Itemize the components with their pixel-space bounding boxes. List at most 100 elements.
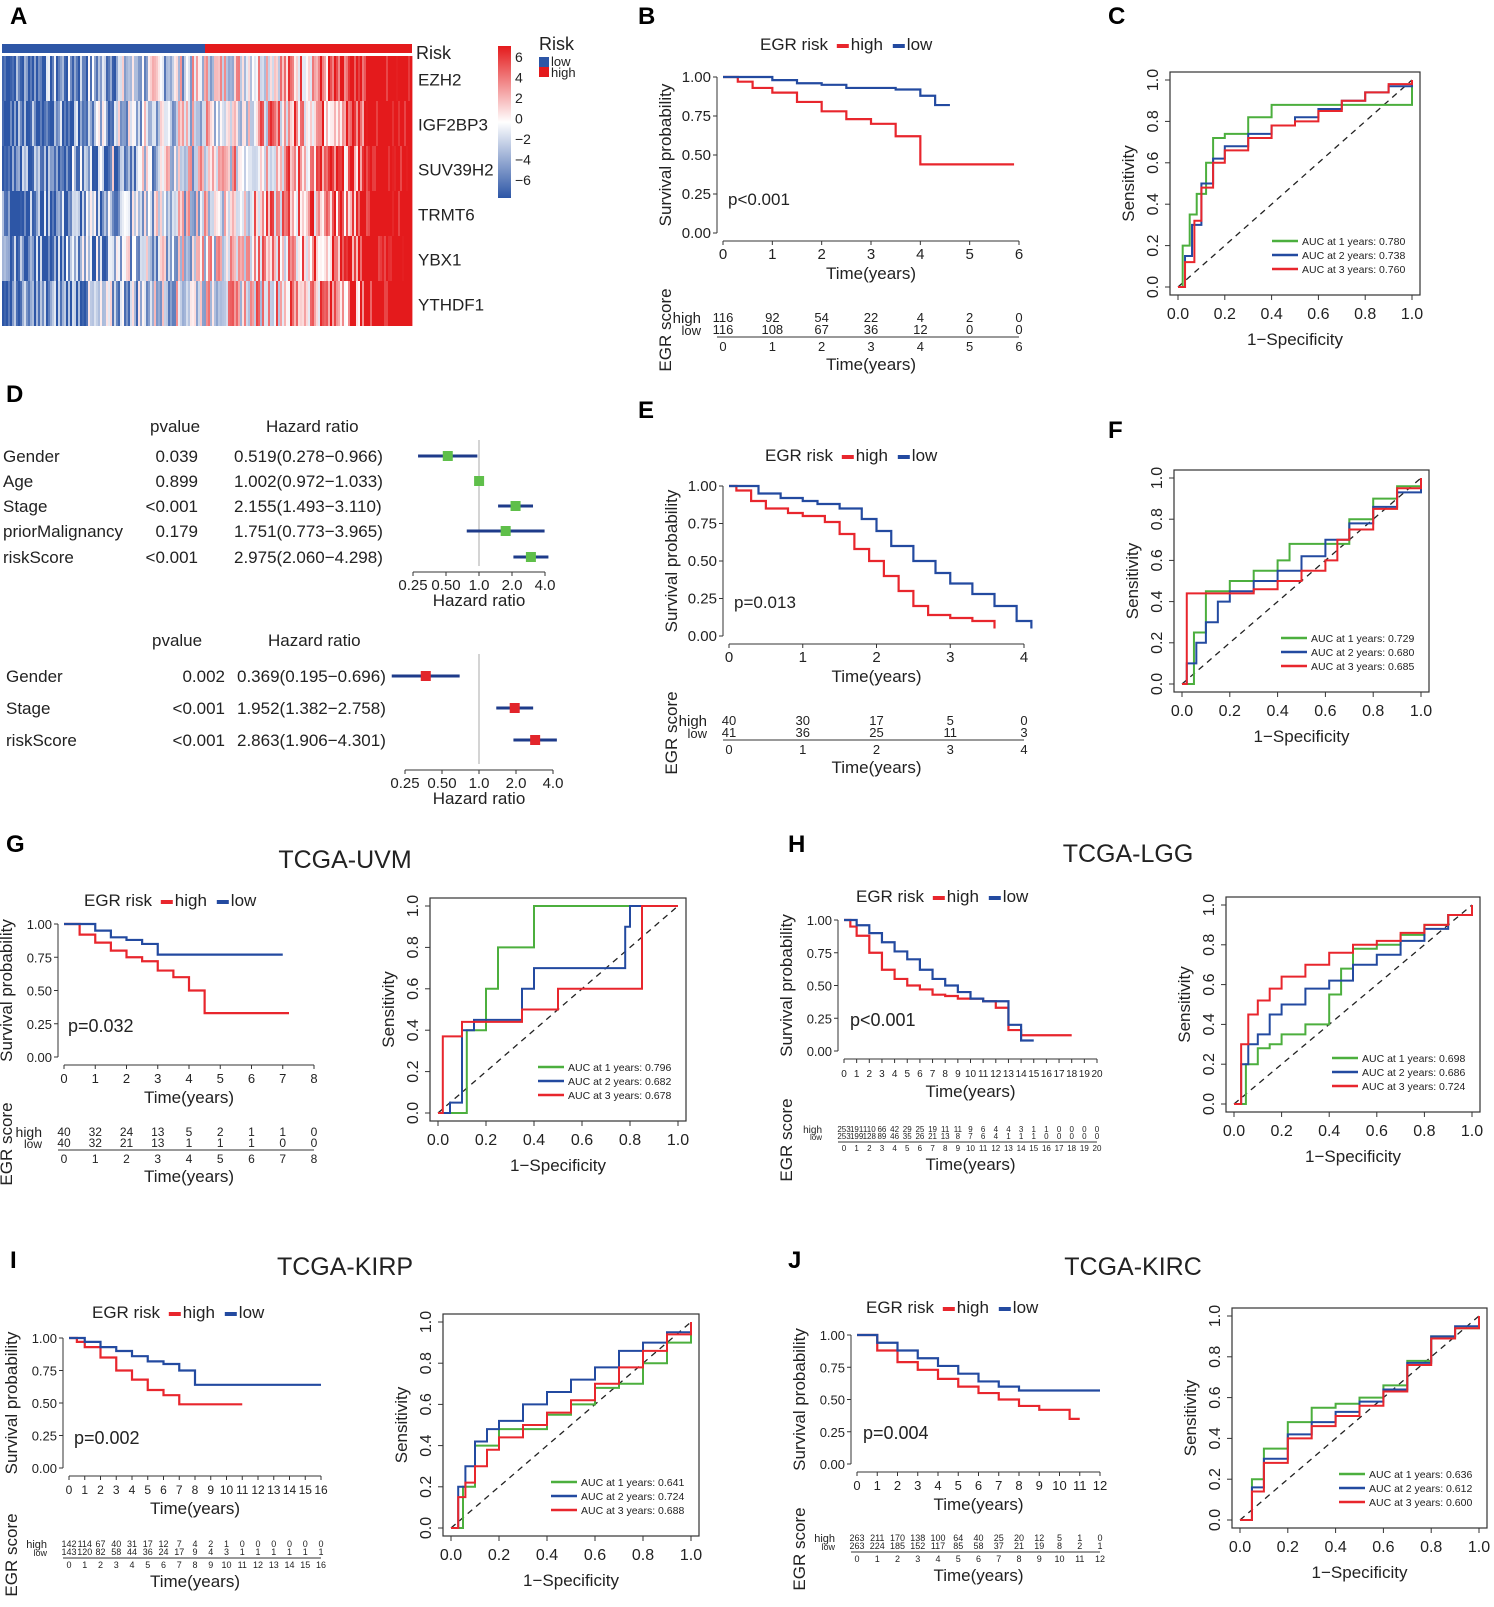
auc-legend-label: AUC at 1 years: 0.780 — [1302, 236, 1405, 248]
heatmap-cell — [360, 146, 363, 191]
heatmap-cell — [344, 191, 347, 236]
colorbar-tick: 4 — [515, 70, 523, 86]
heatmap-cell — [184, 146, 187, 191]
heatmap-cell — [46, 281, 49, 326]
heatmap-cell — [278, 146, 281, 191]
heatmap-cell — [98, 281, 101, 326]
heatmap-cell — [32, 56, 35, 101]
heatmap-cell — [286, 281, 289, 326]
roc-curve-1-year — [1178, 80, 1413, 288]
y-axis-label: Survival probability — [777, 914, 796, 1057]
heatmap-cell — [368, 236, 371, 281]
risk-high-count: 1 — [1044, 1125, 1049, 1134]
heatmap-cell — [122, 191, 125, 236]
heatmap-cell — [398, 56, 401, 101]
risk-high-count: 64 — [953, 1533, 963, 1543]
heatmap-cell — [152, 146, 155, 191]
heatmap-cell — [238, 191, 241, 236]
heatmap-cell — [80, 56, 83, 101]
panel-title-kirp: TCGA-KIRP — [277, 1253, 413, 1281]
heatmap-cell — [192, 281, 195, 326]
heatmap-cell — [352, 56, 355, 101]
heatmap-cell — [402, 56, 405, 101]
y-tick-label: 0.00 — [32, 1461, 57, 1476]
heatmap-cell — [82, 146, 85, 191]
heatmap-cell — [366, 146, 369, 191]
heatmap-cell — [374, 191, 377, 236]
risk-high-count: 0 — [240, 1539, 245, 1549]
heatmap-cell — [334, 281, 337, 326]
x-tick-label: 1.0 — [1461, 1123, 1483, 1140]
heatmap-cell — [158, 146, 161, 191]
heatmap-cell — [14, 281, 17, 326]
heatmap-cell — [246, 236, 249, 281]
x-tick-label: 0 — [841, 1069, 847, 1080]
heatmap-cell — [124, 191, 127, 236]
risk-high-count: 138 — [910, 1533, 925, 1543]
heatmap-cell — [360, 281, 363, 326]
heatmap-cell — [2, 191, 5, 236]
heatmap-cell — [142, 191, 145, 236]
heatmap-cell — [114, 56, 117, 101]
risk-x-tick: 3 — [915, 1554, 920, 1564]
risk-x-tick: 14 — [1017, 1144, 1026, 1153]
heatmap-cell — [364, 236, 367, 281]
heatmap-cell — [172, 281, 175, 326]
heatmap-cell — [186, 56, 189, 101]
heatmap-cell — [388, 56, 391, 101]
heatmap-cell — [348, 56, 351, 101]
x-axis-label: 1−Specificity — [1305, 1147, 1401, 1166]
risk-x-tick: 5 — [145, 1560, 150, 1570]
heatmap-cell — [378, 101, 381, 146]
heatmap-cell — [388, 236, 391, 281]
heatmap-cell — [346, 146, 349, 191]
heatmap-cell — [36, 281, 39, 326]
heatmap-cell — [22, 191, 25, 236]
heatmap-cell — [98, 101, 101, 146]
x-axis-label: Time(years) — [826, 264, 916, 283]
risk-x-tick: 5 — [217, 1152, 224, 1166]
heatmap-cell — [386, 146, 389, 191]
heatmap-cell — [322, 56, 325, 101]
heatmap-cell — [326, 56, 329, 101]
heatmap-cell — [384, 236, 387, 281]
heatmap-cell — [266, 236, 269, 281]
heatmap-cell — [244, 281, 247, 326]
heatmap-cell — [16, 101, 19, 146]
heatmap-cell — [382, 281, 385, 326]
heatmap-cell — [198, 281, 201, 326]
heatmap-cell — [306, 281, 309, 326]
heatmap-cell — [382, 236, 385, 281]
heatmap-cell — [32, 236, 35, 281]
heatmap-cell — [194, 56, 197, 101]
heatmap-cell — [212, 281, 215, 326]
heatmap-cell — [376, 56, 379, 101]
heatmap-cell — [342, 56, 345, 101]
heatmap-cell — [84, 236, 87, 281]
heatmap-cell — [398, 146, 401, 191]
risk-x-label: Time(years) — [831, 758, 921, 777]
y-tick-label: 0.0 — [1149, 673, 1166, 695]
risk-x-tick: 15 — [1029, 1144, 1038, 1153]
heatmap-cell — [216, 191, 219, 236]
x-tick-label: 2.0 — [506, 775, 527, 792]
heatmap-cell — [22, 56, 25, 101]
heatmap-cell — [246, 56, 249, 101]
heatmap-cell — [392, 146, 395, 191]
heatmap-cell — [92, 56, 95, 101]
roc-frame — [429, 897, 687, 1122]
heatmap-cell — [76, 56, 79, 101]
y-tick-label: 0.2 — [1201, 1053, 1218, 1075]
heatmap-cell — [104, 56, 107, 101]
x-tick-label: 0.6 — [1307, 306, 1329, 323]
heatmap-cell — [402, 191, 405, 236]
heatmap-cell — [240, 281, 243, 326]
heatmap-cell — [246, 281, 249, 326]
x-tick-label: 4.0 — [543, 775, 564, 792]
heatmap-cell — [386, 236, 389, 281]
risk-x-tick: 9 — [1037, 1554, 1042, 1564]
heatmap-cell — [68, 101, 71, 146]
x-tick-label: 14 — [283, 1483, 297, 1497]
heatmap-cell — [40, 101, 43, 146]
x-tick-label: 1 — [854, 1069, 860, 1080]
